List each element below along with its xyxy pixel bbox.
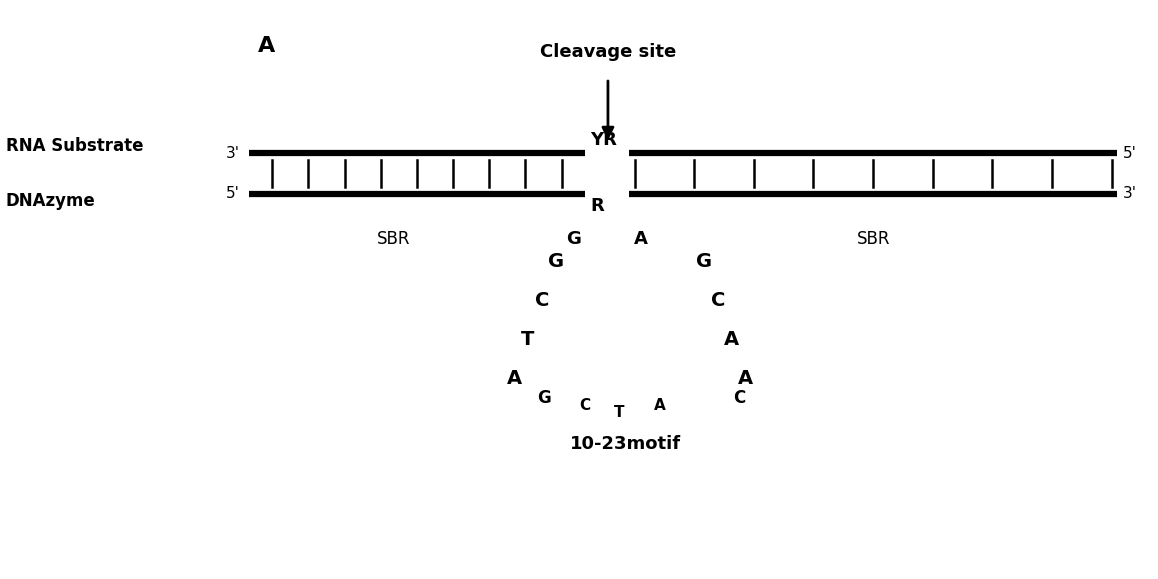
- Text: C: C: [535, 291, 549, 310]
- Text: A: A: [654, 398, 666, 413]
- Text: 10-23motif: 10-23motif: [570, 435, 681, 453]
- Text: R: R: [591, 197, 604, 215]
- Text: 3': 3': [1123, 186, 1137, 201]
- Text: G: G: [696, 252, 712, 271]
- Text: A: A: [258, 36, 274, 56]
- Text: SBR: SBR: [378, 230, 410, 248]
- Text: 5': 5': [1123, 146, 1137, 161]
- Text: T: T: [521, 330, 535, 349]
- Text: A: A: [724, 330, 740, 349]
- Text: G: G: [548, 252, 564, 271]
- Text: A: A: [633, 230, 647, 248]
- Text: C: C: [733, 389, 745, 407]
- Text: C: C: [711, 291, 725, 310]
- Text: 5': 5': [226, 186, 240, 201]
- Text: YR: YR: [591, 131, 617, 149]
- Text: RNA Substrate: RNA Substrate: [6, 137, 144, 156]
- Text: G: G: [537, 389, 551, 407]
- Text: T: T: [614, 405, 625, 420]
- Text: Cleavage site: Cleavage site: [540, 43, 676, 61]
- Text: 3': 3': [226, 146, 240, 161]
- Text: A: A: [506, 369, 522, 387]
- Text: DNAzyme: DNAzyme: [6, 192, 96, 210]
- Text: C: C: [579, 398, 591, 413]
- Text: SBR: SBR: [857, 230, 889, 248]
- Text: A: A: [738, 369, 754, 387]
- Text: G: G: [566, 230, 580, 248]
